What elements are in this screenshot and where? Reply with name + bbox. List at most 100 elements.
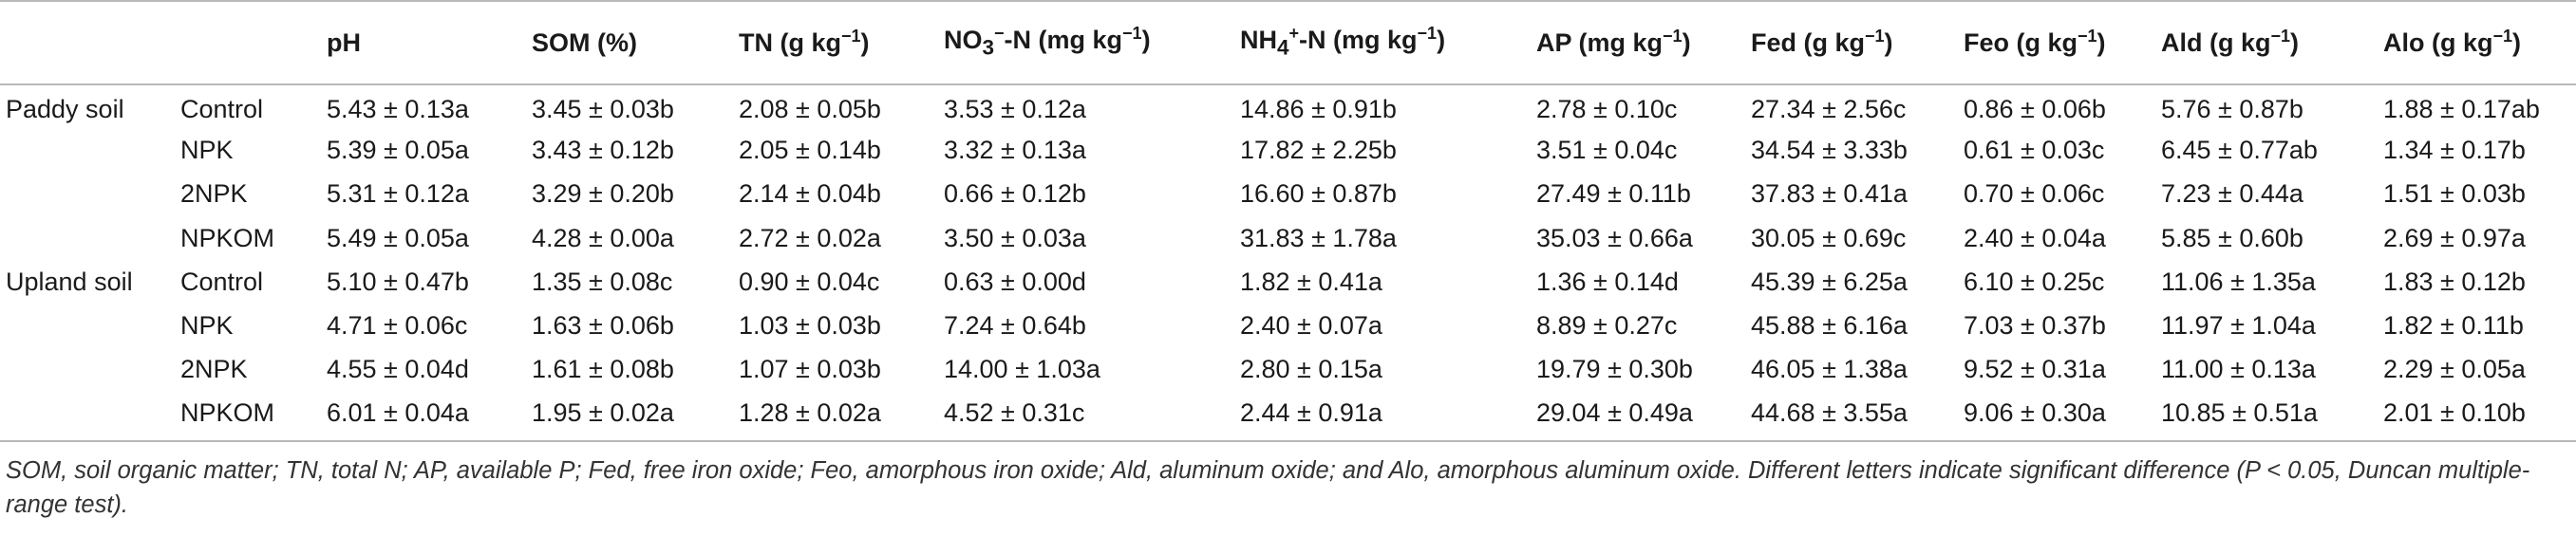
value-cell: 0.70 ± 0.06c — [1964, 179, 2105, 209]
table-row: 2NPK 4.55 ± 0.04d 1.61 ± 0.08b 1.07 ± 0.03b… — [0, 348, 2576, 392]
value-cell: 2.05 ± 0.14b — [739, 135, 881, 164]
value-cell: 44.68 ± 3.55a — [1751, 392, 1964, 443]
value-cell: 0.90 ± 0.04c — [739, 267, 880, 296]
value-cell: 45.39 ± 6.25a — [1751, 267, 1908, 296]
value-cell: 5.10 ± 0.47b — [327, 267, 469, 296]
treatment-cell: NPKOM — [180, 392, 327, 443]
value-cell: 2.78 ± 0.10c — [1536, 95, 1678, 124]
header-soil — [0, 0, 180, 85]
header-alo: Alo (g kg−1) — [2383, 0, 2576, 85]
value-cell: 0.66 ± 0.12b — [944, 179, 1086, 209]
value-cell: 46.05 ± 1.38a — [1751, 355, 1908, 384]
value-cell: 27.34 ± 2.56c — [1751, 95, 1907, 124]
value-cell: 5.76 ± 0.87b — [2161, 95, 2303, 124]
table-row: NPK 5.39 ± 0.05a 3.43 ± 0.12b 2.05 ± 0.14b 3… — [0, 128, 2576, 172]
value-cell: 3.43 ± 0.12b — [532, 135, 674, 164]
value-cell: 7.23 ± 0.44a — [2161, 179, 2303, 209]
table-row: NPKOM 6.01 ± 0.04a 1.95 ± 0.02a 1.28 ± 0.02… — [0, 392, 2576, 443]
value-cell: 34.54 ± 3.33b — [1751, 135, 1908, 164]
soil-type-cell: Paddy soil — [6, 95, 124, 124]
header-nh4n: NH4+-N (mg kg−1) — [1240, 0, 1536, 85]
value-cell: 1.07 ± 0.03b — [739, 355, 881, 384]
treatment-cell: NPK — [180, 311, 234, 341]
value-cell: 17.82 ± 2.25b — [1240, 135, 1397, 164]
table-row: NPK 4.71 ± 0.06c 1.63 ± 0.06b 1.03 ± 0.03b 7… — [0, 304, 2576, 347]
treatment-cell: Control — [180, 95, 264, 124]
value-cell: 31.83 ± 1.78a — [1240, 223, 1397, 252]
value-cell: 3.50 ± 0.03a — [944, 223, 1086, 252]
value-cell: 1.51 ± 0.03b — [2383, 179, 2526, 209]
value-cell: 2.40 ± 0.07a — [1240, 311, 1382, 341]
value-cell: 1.61 ± 0.08b — [532, 355, 674, 384]
soil-type-cell: Upland soil — [6, 267, 133, 296]
value-cell: 1.63 ± 0.06b — [532, 311, 674, 341]
treatment-cell: Control — [180, 267, 264, 296]
value-cell: 5.43 ± 0.13a — [327, 95, 469, 124]
soil-type-cell — [0, 128, 180, 172]
value-cell: 2.40 ± 0.04a — [1964, 223, 2106, 252]
value-cell: 30.05 ± 0.69c — [1751, 223, 1907, 252]
value-cell: 1.83 ± 0.12b — [2383, 267, 2526, 296]
value-cell: 1.35 ± 0.08c — [532, 267, 673, 296]
header-tn: TN (g kg−1) — [739, 0, 944, 85]
value-cell: 2.08 ± 0.05b — [739, 95, 881, 124]
soil-type-cell — [0, 304, 180, 347]
value-cell: 6.10 ± 0.25c — [1964, 267, 2105, 296]
value-cell: 3.29 ± 0.20b — [532, 179, 674, 209]
value-cell: 4.71 ± 0.06c — [327, 311, 468, 341]
value-cell: 1.95 ± 0.02a — [532, 392, 739, 443]
header-ald: Ald (g kg−1) — [2161, 0, 2383, 85]
value-cell: 1.82 ± 0.11b — [2383, 311, 2524, 341]
value-cell: 6.01 ± 0.04a — [327, 392, 532, 443]
soil-type-cell — [0, 392, 180, 443]
header-row: pH SOM (%) TN (g kg−1) NO3−-N (mg kg−1) … — [0, 0, 2576, 85]
treatment-cell: NPK — [180, 135, 234, 164]
value-cell: 8.89 ± 0.27c — [1536, 311, 1678, 341]
treatment-cell: NPKOM — [180, 223, 275, 252]
header-ph: pH — [327, 0, 532, 85]
value-cell: 2.80 ± 0.15a — [1240, 355, 1382, 384]
value-cell: 1.28 ± 0.02a — [739, 392, 944, 443]
value-cell: 9.52 ± 0.31a — [1964, 355, 2106, 384]
value-cell: 6.45 ± 0.77ab — [2161, 135, 2318, 164]
value-cell: 35.03 ± 0.66a — [1536, 223, 1693, 252]
value-cell: 2.72 ± 0.02a — [739, 223, 881, 252]
value-cell: 2.01 ± 0.10b — [2383, 392, 2576, 443]
soil-type-cell — [0, 216, 180, 260]
value-cell: 10.85 ± 0.51a — [2161, 392, 2383, 443]
value-cell: 2.29 ± 0.05a — [2383, 355, 2526, 384]
value-cell: 1.36 ± 0.14d — [1536, 267, 1679, 296]
value-cell: 9.06 ± 0.30a — [1964, 392, 2161, 443]
value-cell: 11.97 ± 1.04a — [2161, 311, 2316, 341]
value-cell: 7.03 ± 0.37b — [1964, 311, 2106, 341]
value-cell: 4.28 ± 0.00a — [532, 223, 674, 252]
header-no3n: NO3−-N (mg kg−1) — [944, 0, 1240, 85]
header-som: SOM (%) — [532, 0, 739, 85]
header-treatment — [180, 0, 327, 85]
soil-type-cell — [0, 173, 180, 216]
value-cell: 14.86 ± 0.91b — [1240, 95, 1397, 124]
value-cell: 0.86 ± 0.06b — [1964, 95, 2106, 124]
header-fed: Fed (g kg−1) — [1751, 0, 1964, 85]
treatment-cell: 2NPK — [180, 355, 248, 384]
value-cell: 3.51 ± 0.04c — [1536, 135, 1678, 164]
value-cell: 19.79 ± 0.30b — [1536, 355, 1693, 384]
value-cell: 2.69 ± 0.97a — [2383, 223, 2526, 252]
value-cell: 0.61 ± 0.03c — [1964, 135, 2105, 164]
value-cell: 5.39 ± 0.05a — [327, 135, 469, 164]
treatment-cell: 2NPK — [180, 179, 248, 209]
table-row: 2NPK 5.31 ± 0.12a 3.29 ± 0.20b 2.14 ± 0.04b… — [0, 173, 2576, 216]
value-cell: 1.34 ± 0.17b — [2383, 135, 2526, 164]
value-cell: 2.44 ± 0.91a — [1240, 392, 1536, 443]
value-cell: 37.83 ± 0.41a — [1751, 179, 1908, 209]
value-cell: 11.00 ± 0.13a — [2161, 355, 2316, 384]
value-cell: 45.88 ± 6.16a — [1751, 311, 1908, 341]
table-body: Paddy soil Control 5.43 ± 0.13a 3.45 ± 0.03… — [0, 84, 2576, 443]
soil-properties-table: pH SOM (%) TN (g kg−1) NO3−-N (mg kg−1) … — [0, 0, 2576, 443]
value-cell: 3.32 ± 0.13a — [944, 135, 1086, 164]
header-ap: AP (mg kg−1) — [1536, 0, 1751, 85]
value-cell: 2.14 ± 0.04b — [739, 179, 881, 209]
value-cell: 3.53 ± 0.12a — [944, 95, 1086, 124]
value-cell: 1.03 ± 0.03b — [739, 311, 881, 341]
